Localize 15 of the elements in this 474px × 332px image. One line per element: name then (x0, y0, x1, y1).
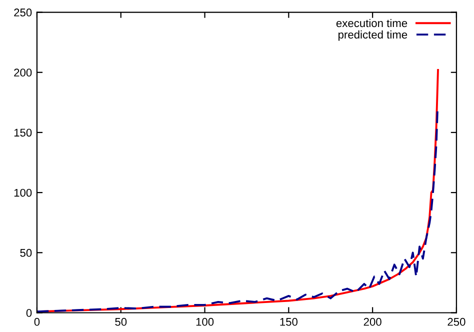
x-tick-label: 150 (280, 318, 298, 326)
x-tick-label: 250 (448, 318, 466, 326)
legend-label: predicted time (338, 30, 408, 41)
y-tick-label: 0 (26, 309, 32, 317)
legend-label: execution time (336, 18, 408, 28)
x-tick-label: 100 (196, 318, 214, 326)
y-tick-label: 50 (20, 248, 32, 257)
y-tick-label: 100 (14, 188, 32, 197)
x-tick-label: 200 (364, 318, 382, 326)
y-tick-label: 150 (14, 128, 32, 137)
x-tick-label: 50 (115, 318, 127, 326)
x-tick-label: 0 (34, 318, 40, 326)
y-tick-label: 250 (14, 8, 32, 16)
line-series (36, 108, 438, 313)
y-tick-label: 200 (14, 68, 32, 77)
